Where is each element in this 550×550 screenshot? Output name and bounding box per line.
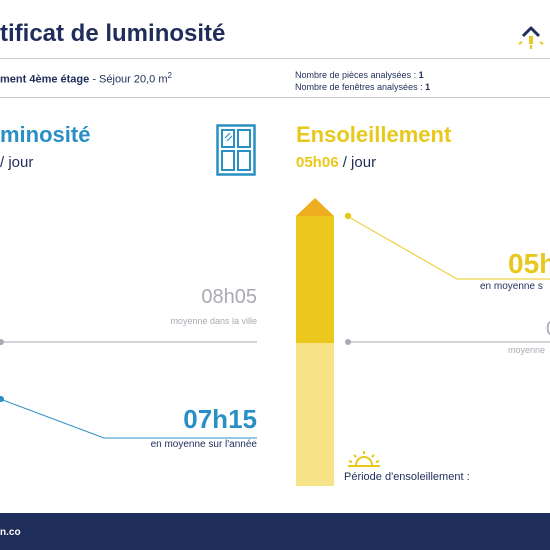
window-icon xyxy=(216,124,256,176)
header-divider xyxy=(0,58,550,59)
yearly-average-value: 07h15 xyxy=(183,404,257,434)
sunshine-heading: Ensoleillement xyxy=(296,122,452,147)
room-info: - Séjour 20,0 m xyxy=(89,73,168,86)
luminosity-per-day: / jour xyxy=(0,154,34,171)
footer-bar xyxy=(0,513,550,550)
sunshine-value: 05h06 xyxy=(296,154,339,171)
city-average-caption: moyenne dans la ville xyxy=(170,316,257,326)
analysis-summary: Nombre de pièces analysées : 1 Nombre de… xyxy=(295,69,430,93)
property-info: ment 4ème étage - Séjour 20,0 m2 xyxy=(0,71,172,86)
section-divider xyxy=(0,97,550,98)
sunshine-yearly-value: 05h xyxy=(508,248,550,279)
rooms-count-value: 1 xyxy=(418,70,424,80)
sunshine-city-caption: moyenne xyxy=(508,345,546,355)
sunshine-bar-cap xyxy=(296,198,334,216)
sunshine-yearly-caption: en moyenne s xyxy=(480,281,543,292)
rooms-count-label: Nombre de pièces analysées : xyxy=(295,70,419,80)
luminosity-heading: minosité xyxy=(0,122,91,147)
sunshine-per-day: 05h06 / jour xyxy=(296,154,376,171)
windows-count-label: Nombre de fenêtres analysées : xyxy=(295,82,426,92)
sunshine-bar-remaining xyxy=(296,343,334,486)
city-average-value: 08h05 xyxy=(201,286,257,308)
page-title: tificat de luminosité xyxy=(0,20,226,47)
windows-count-value: 1 xyxy=(425,82,431,92)
sunshine-bar-filled xyxy=(296,216,334,343)
yearly-average-caption: en moyenne sur l'année xyxy=(150,439,257,450)
logo-icon xyxy=(518,26,544,49)
sunshine-per-day-label: / jour xyxy=(338,154,377,171)
property-name: ment 4ème étage xyxy=(0,73,90,86)
footer-website[interactable]: n.co xyxy=(0,527,21,538)
sunshine-city-value: 0 xyxy=(546,318,550,341)
sunshine-period-label: Période d'ensoleillement : xyxy=(344,471,470,483)
room-unit-sup: 2 xyxy=(167,71,172,80)
sunrise-icon xyxy=(348,451,380,467)
